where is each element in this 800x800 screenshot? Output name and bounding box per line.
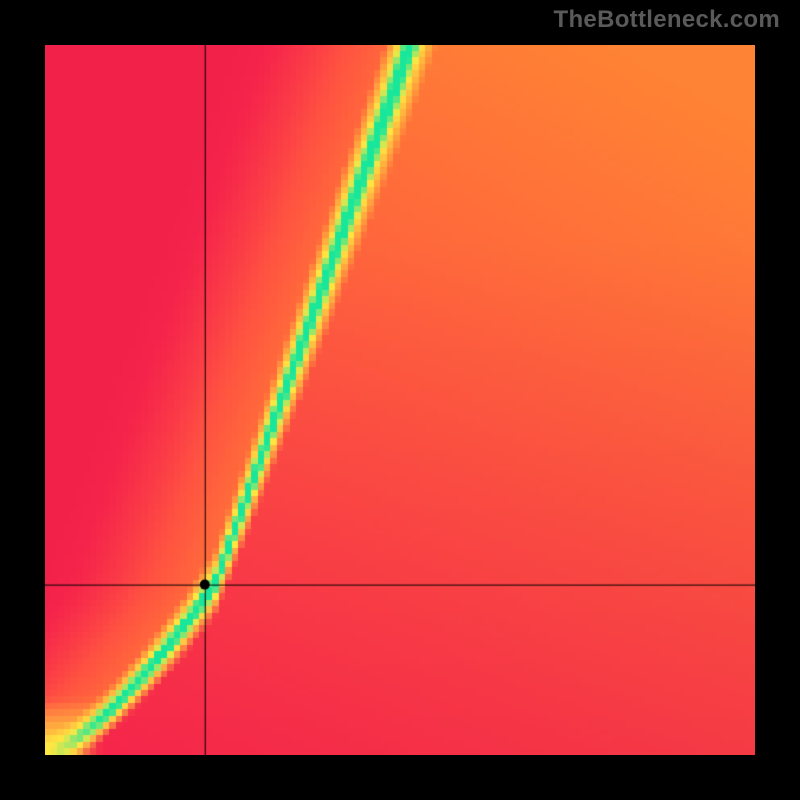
watermark-text: TheBottleneck.com <box>554 6 780 34</box>
heatmap-canvas <box>45 45 755 755</box>
